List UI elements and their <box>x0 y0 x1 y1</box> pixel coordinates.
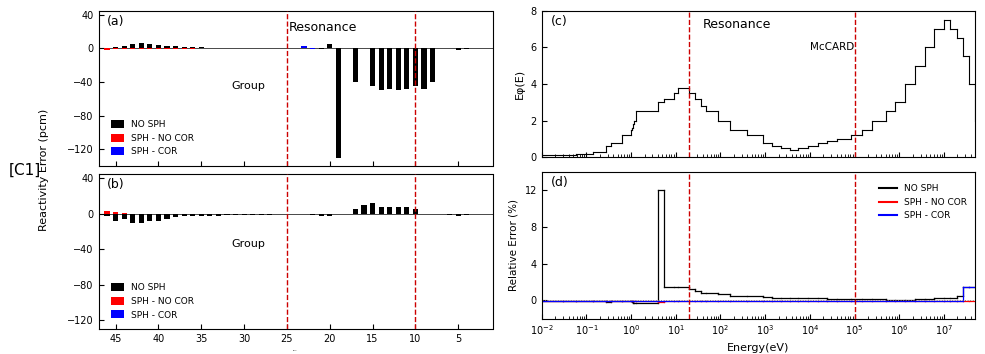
Bar <box>233 47 238 48</box>
Bar <box>396 207 401 214</box>
Bar <box>113 48 118 49</box>
X-axis label: Energy(eV): Energy(eV) <box>727 343 790 353</box>
Bar <box>207 47 213 48</box>
Bar <box>310 48 315 49</box>
Bar <box>370 48 375 86</box>
Bar <box>139 214 144 223</box>
Bar <box>250 214 255 215</box>
Y-axis label: Eφ(E): Eφ(E) <box>515 69 525 99</box>
Bar <box>190 47 195 48</box>
Bar <box>464 214 470 215</box>
Bar <box>353 209 358 214</box>
Bar <box>225 214 230 215</box>
Bar <box>156 214 161 221</box>
Bar <box>173 46 178 48</box>
Bar <box>104 211 109 214</box>
Text: (c): (c) <box>551 15 567 28</box>
Bar <box>370 203 375 214</box>
Bar <box>327 214 332 216</box>
Bar <box>164 214 169 219</box>
X-axis label: Group: Group <box>294 350 297 351</box>
Bar <box>130 214 135 223</box>
Bar <box>113 212 118 214</box>
Bar <box>190 214 195 216</box>
Bar <box>181 47 187 48</box>
Bar <box>216 47 221 48</box>
Bar <box>404 207 410 214</box>
Bar <box>456 48 461 50</box>
Legend: NO SPH, SPH - NO COR, SPH - COR: NO SPH, SPH - NO COR, SPH - COR <box>107 116 198 160</box>
Bar <box>139 48 144 49</box>
Bar <box>207 214 213 216</box>
Bar <box>113 47 118 48</box>
Bar <box>361 205 366 214</box>
Bar <box>113 214 118 221</box>
Bar <box>267 214 273 215</box>
Bar <box>156 45 161 48</box>
Bar <box>164 46 169 48</box>
Text: (a): (a) <box>106 15 124 28</box>
Bar <box>318 214 324 216</box>
Bar <box>387 48 392 89</box>
Bar <box>139 44 144 48</box>
Legend: NO SPH, SPH - NO COR, SPH - COR: NO SPH, SPH - NO COR, SPH - COR <box>875 181 970 224</box>
Bar <box>387 207 392 214</box>
Bar <box>148 214 153 221</box>
Text: Resonance: Resonance <box>702 18 771 31</box>
Bar <box>353 48 358 82</box>
Bar <box>148 48 153 49</box>
Bar <box>233 214 238 215</box>
Bar <box>173 48 178 49</box>
Text: Reactivity Error (pcm): Reactivity Error (pcm) <box>39 109 49 231</box>
Bar <box>378 48 384 90</box>
Bar <box>156 48 161 49</box>
Text: McCARD: McCARD <box>811 42 855 52</box>
Bar <box>121 213 127 214</box>
Bar <box>121 46 127 48</box>
Bar <box>464 48 470 49</box>
Bar <box>310 214 315 215</box>
Bar <box>121 214 127 219</box>
Text: Group: Group <box>231 81 265 91</box>
Bar <box>241 214 246 215</box>
Bar <box>104 48 109 50</box>
Bar <box>318 48 324 49</box>
Bar <box>148 44 153 48</box>
Bar <box>430 48 435 82</box>
Bar <box>301 46 306 48</box>
Bar <box>130 44 135 48</box>
Bar <box>336 48 341 158</box>
Bar <box>199 214 204 216</box>
Bar <box>181 214 187 216</box>
Bar <box>130 48 135 49</box>
Legend: NO SPH, SPH - NO COR, SPH - COR: NO SPH, SPH - NO COR, SPH - COR <box>107 280 198 323</box>
Bar <box>259 214 264 215</box>
Bar <box>190 48 195 49</box>
Bar <box>181 48 187 49</box>
Bar <box>225 47 230 48</box>
Text: [C1]: [C1] <box>9 162 40 177</box>
Bar <box>413 48 418 86</box>
Y-axis label: Relative Error (%): Relative Error (%) <box>509 199 519 291</box>
Text: Group: Group <box>231 239 265 249</box>
Bar <box>378 207 384 214</box>
Bar <box>199 47 204 48</box>
Text: Resonance: Resonance <box>289 22 358 34</box>
Bar <box>422 48 427 89</box>
Bar <box>216 214 221 216</box>
Bar <box>404 48 410 89</box>
Bar <box>164 48 169 49</box>
Bar <box>173 214 178 217</box>
Bar <box>413 209 418 214</box>
Bar <box>456 214 461 216</box>
Bar <box>327 44 332 48</box>
Bar <box>396 48 401 90</box>
Text: (b): (b) <box>106 178 124 192</box>
Bar <box>121 48 127 49</box>
Text: (d): (d) <box>551 176 568 189</box>
Bar <box>104 214 109 216</box>
Bar <box>447 214 452 215</box>
